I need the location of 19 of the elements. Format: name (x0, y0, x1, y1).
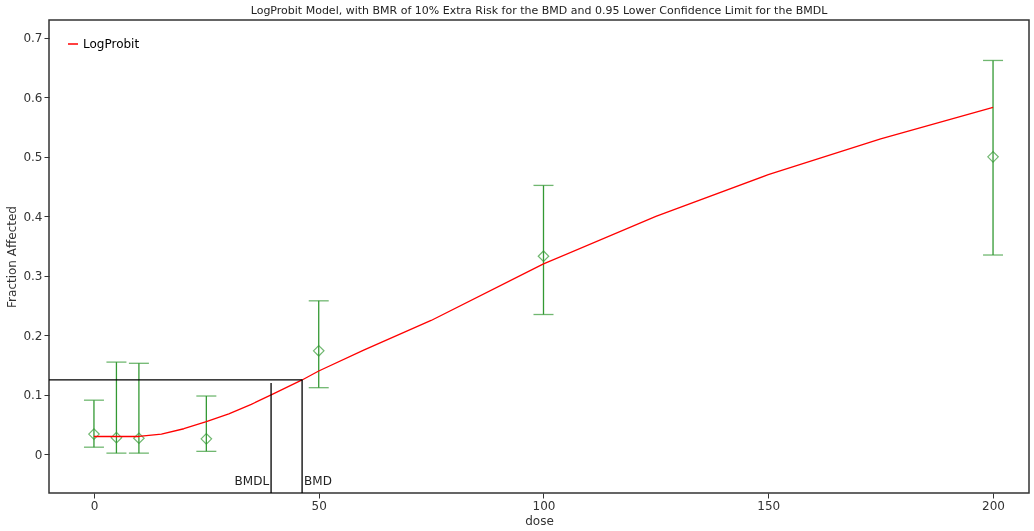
x-tick-label: 50 (311, 498, 327, 513)
y-tick-label: 0.6 (23, 90, 43, 105)
annotation: BMD (304, 474, 332, 489)
chart-title: LogProbit Model, with BMR of 10% Extra Risk for the BMD and 0.95 Lower Confidence Limit for the BMDL (250, 4, 829, 17)
y-tick-label: 0.7 (23, 31, 43, 46)
x-tick-label: 0 (90, 498, 99, 513)
x-tick-label: 150 (757, 498, 781, 513)
x-tick-label: 100 (532, 498, 556, 513)
x-tick-label: 200 (982, 498, 1005, 513)
legend-label: LogProbit (83, 37, 140, 51)
y-axis-title: Fraction Affected (5, 206, 20, 308)
annotation: BMDL (234, 474, 270, 489)
y-tick-label: 0.1 (23, 388, 43, 403)
y-tick-label: 0.2 (23, 328, 43, 343)
y-tick-label: 0.5 (23, 150, 43, 165)
y-tick-label: 0.4 (23, 209, 43, 224)
x-axis-title: dose (525, 513, 554, 528)
y-tick-label: 0.3 (23, 269, 43, 284)
y-tick-label: 0 (34, 447, 43, 462)
